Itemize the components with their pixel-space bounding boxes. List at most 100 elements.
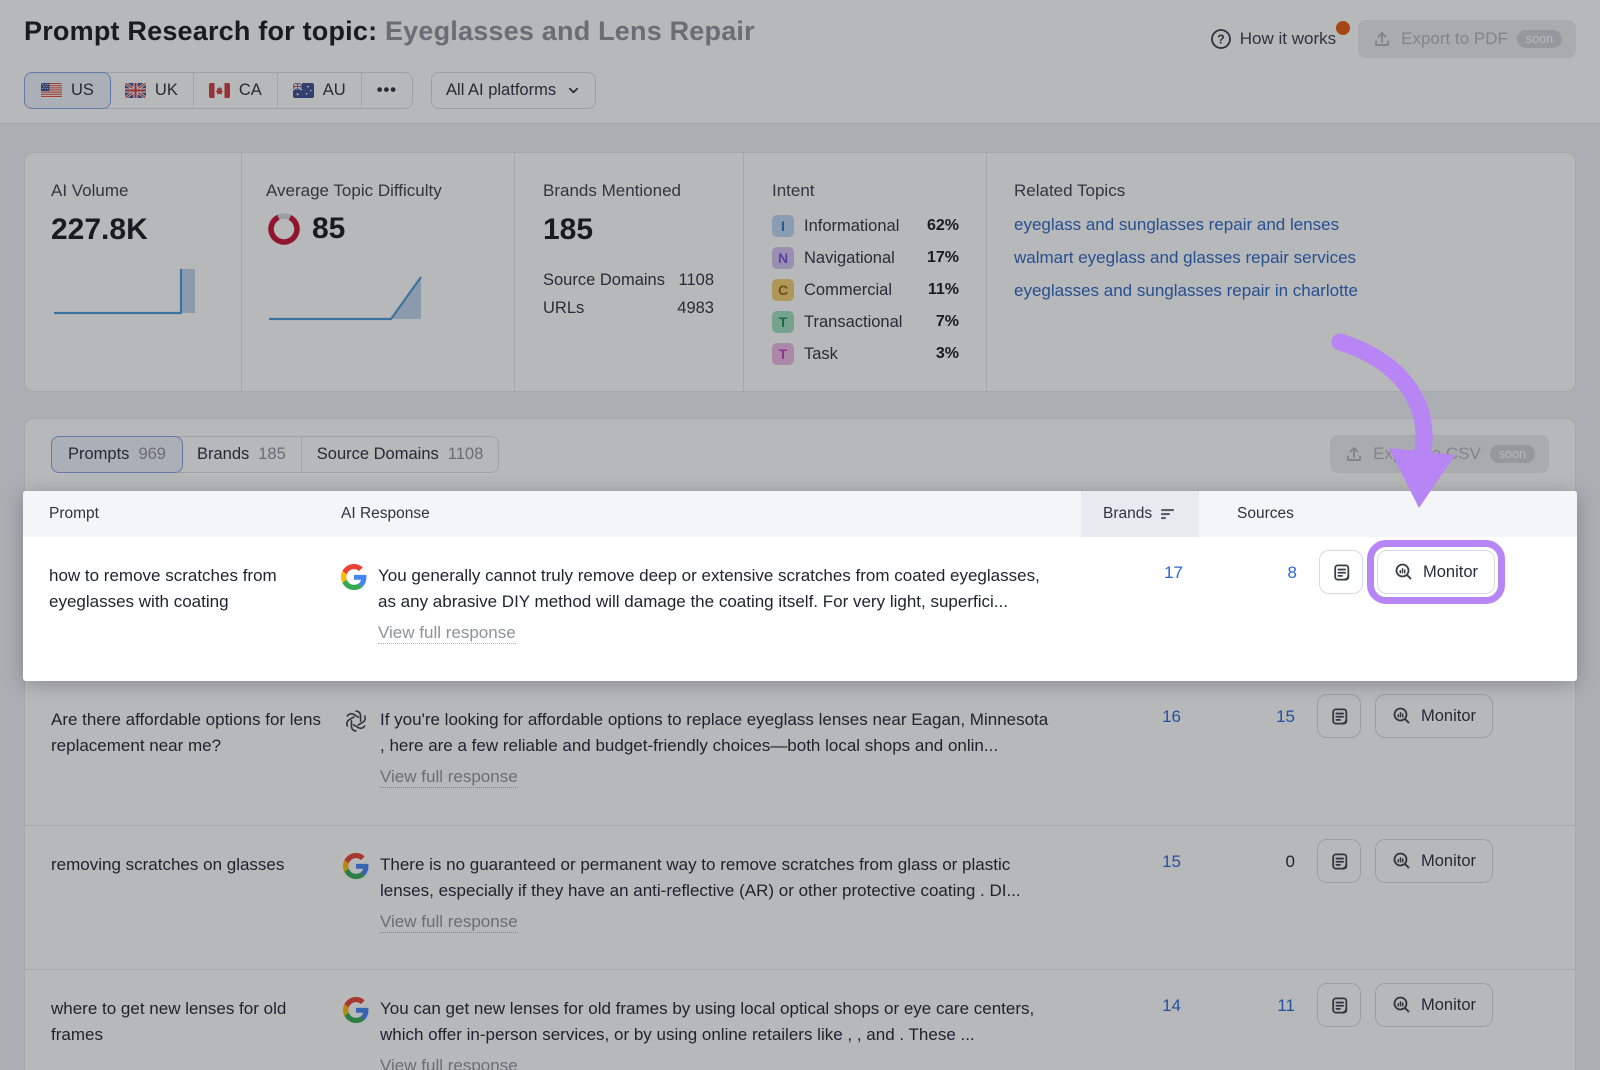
table-row: where to get new lenses for old frames Y… — [25, 969, 1575, 1070]
page-title: Prompt Research for topic: Eyeglasses an… — [24, 16, 755, 47]
topic-difficulty-value: 85 — [312, 212, 346, 245]
monitor-button[interactable]: Monitor — [1375, 839, 1494, 883]
prompt-text: how to remove scratches from eyeglasses … — [49, 566, 277, 612]
country-tabs: US UK CA — [24, 72, 414, 109]
monitor-button-label: Monitor — [1423, 562, 1479, 581]
prompts-count: 969 — [138, 444, 166, 463]
copy-prompt-button[interactable] — [1317, 839, 1361, 883]
intent-row-commercial: C Commercial 11% — [772, 279, 959, 301]
brands-count-link[interactable]: 15 — [1162, 852, 1181, 871]
country-tab-au[interactable]: AU — [278, 73, 362, 108]
intent-row-informational: I Informational 62% — [772, 215, 959, 237]
related-topic-link[interactable]: eyeglass and sunglasses repair and lense… — [1014, 215, 1340, 234]
ca-flag-icon — [208, 83, 230, 98]
au-flag-icon — [292, 83, 314, 98]
page-header: Prompt Research for topic: Eyeglasses an… — [0, 0, 1600, 124]
monitor-button[interactable]: Monitor — [1375, 983, 1494, 1027]
notes-icon — [1331, 996, 1347, 1014]
monitor-magnifier-icon — [1395, 563, 1412, 580]
monitor-button-label: Monitor — [1421, 706, 1477, 725]
view-full-response-link[interactable]: View full response — [378, 622, 516, 644]
tab-brands[interactable]: Brands 185 — [182, 436, 302, 472]
svg-text:?: ? — [1217, 33, 1225, 47]
country-tab-uk[interactable]: UK — [110, 73, 194, 108]
stats-summary-card: AI Volume 227.8K Average Topic Difficult… — [24, 152, 1576, 392]
brands-mentioned-label: Brands Mentioned — [543, 181, 681, 200]
tab-prompts[interactable]: Prompts 969 — [51, 435, 183, 473]
more-countries-button[interactable]: ••• — [362, 73, 412, 108]
copy-prompt-button[interactable] — [1317, 694, 1361, 738]
notes-icon — [1333, 563, 1349, 581]
brands-count-link[interactable]: 17 — [1164, 563, 1183, 582]
intent-navigational-badge: N — [772, 247, 794, 269]
ai-volume-label: AI Volume — [51, 181, 129, 200]
notification-dot — [1336, 21, 1351, 35]
intent-row-navigational: N Navigational 17% — [772, 247, 959, 269]
intent-label: Intent — [772, 181, 815, 200]
upload-icon — [1347, 447, 1362, 461]
ai-response-text: If you're looking for affordable options… — [380, 710, 1049, 756]
view-full-response-link[interactable]: View full response — [380, 766, 518, 788]
google-icon — [343, 997, 369, 1023]
sources-count-link[interactable]: 8 — [1287, 563, 1297, 582]
difficulty-donut-chart — [268, 213, 300, 245]
related-topic-link[interactable]: eyeglasses and sunglasses repair in char… — [1014, 281, 1358, 300]
urls-value: 4983 — [677, 299, 714, 317]
brands-count-link[interactable]: 16 — [1162, 707, 1181, 726]
country-tab-ca[interactable]: CA — [194, 73, 278, 108]
data-tabs: Prompts 969 Brands 185 Source Domains 11… — [51, 435, 500, 473]
ai-platform-dropdown[interactable]: All AI platforms — [431, 72, 597, 109]
google-icon — [341, 564, 367, 590]
question-circle-icon: ? — [1210, 29, 1231, 49]
monitor-magnifier-icon — [1393, 707, 1410, 724]
how-it-works-link[interactable]: ? How it works — [1210, 21, 1351, 50]
monitor-button-label: Monitor — [1421, 851, 1477, 870]
intent-commercial-badge: C — [772, 279, 794, 301]
copy-prompt-button[interactable] — [1317, 983, 1361, 1027]
source-domains-count: 1108 — [447, 444, 484, 463]
export-csv-button[interactable]: Export to CSV soon — [1330, 435, 1549, 473]
notes-icon — [1331, 852, 1347, 870]
intent-section: Intent I Informational 62% N Navigationa… — [743, 153, 986, 391]
view-full-response-link[interactable]: View full response — [380, 1056, 518, 1070]
ai-response-text: You can get new lenses for old frames by… — [380, 999, 1035, 1045]
view-full-response-link[interactable]: View full response — [380, 911, 518, 933]
export-csv-label: Export to CSV — [1373, 444, 1481, 463]
brands-count-link[interactable]: 14 — [1162, 996, 1181, 1015]
urls-label: URLs — [543, 299, 585, 317]
column-header-sources: Sources — [1237, 505, 1294, 522]
ellipsis-icon: ••• — [376, 81, 398, 99]
sources-count-link[interactable]: 15 — [1276, 707, 1295, 726]
ai-response-text: There is no guaranteed or permanent way … — [380, 855, 1021, 901]
related-topic-link[interactable]: walmart eyeglass and glasses repair serv… — [1014, 248, 1357, 267]
ai-volume-sparkline — [54, 269, 195, 315]
country-tab-us[interactable]: US — [24, 72, 111, 109]
prompt-text: where to get new lenses for old frames — [51, 999, 287, 1045]
uk-flag-icon — [124, 83, 146, 98]
table-header-row: Prompt AI Response Brands Sources — [23, 491, 1577, 537]
tutorial-spotlight: Prompt AI Response Brands Sources how to… — [23, 491, 1577, 681]
prompt-text: Are there affordable options for lens re… — [51, 710, 321, 756]
tab-source-domains[interactable]: Source Domains 1108 — [316, 444, 484, 463]
intent-row-task: T Task 3% — [772, 343, 959, 365]
column-header-ai-response: AI Response — [341, 505, 430, 522]
brands-mentioned-section: Brands Mentioned 185 Source Domains 1108 … — [514, 153, 743, 391]
source-domains-label: Source Domains — [543, 271, 665, 289]
topic-difficulty-label: Average Topic Difficulty — [266, 181, 442, 200]
country-label: US — [71, 81, 94, 99]
monitor-magnifier-icon — [1393, 996, 1410, 1013]
export-pdf-button[interactable]: Export to PDF soon — [1358, 20, 1576, 58]
monitor-button[interactable]: Monitor — [1377, 550, 1496, 594]
table-row: how to remove scratches from eyeglasses … — [23, 537, 1577, 681]
ai-volume-value: 227.8K — [51, 213, 148, 246]
copy-prompt-button[interactable] — [1319, 550, 1363, 594]
country-label: AU — [322, 81, 346, 99]
soon-badge: soon — [1516, 30, 1562, 48]
sources-count-link[interactable]: 11 — [1277, 996, 1295, 1015]
column-header-prompt: Prompt — [49, 505, 99, 522]
monitor-button[interactable]: Monitor — [1375, 694, 1494, 738]
column-header-brands[interactable]: Brands — [1081, 491, 1199, 537]
table-row: removing scratches on glasses There is n… — [25, 825, 1575, 969]
notes-icon — [1331, 707, 1347, 725]
chevron-down-icon — [569, 87, 579, 94]
